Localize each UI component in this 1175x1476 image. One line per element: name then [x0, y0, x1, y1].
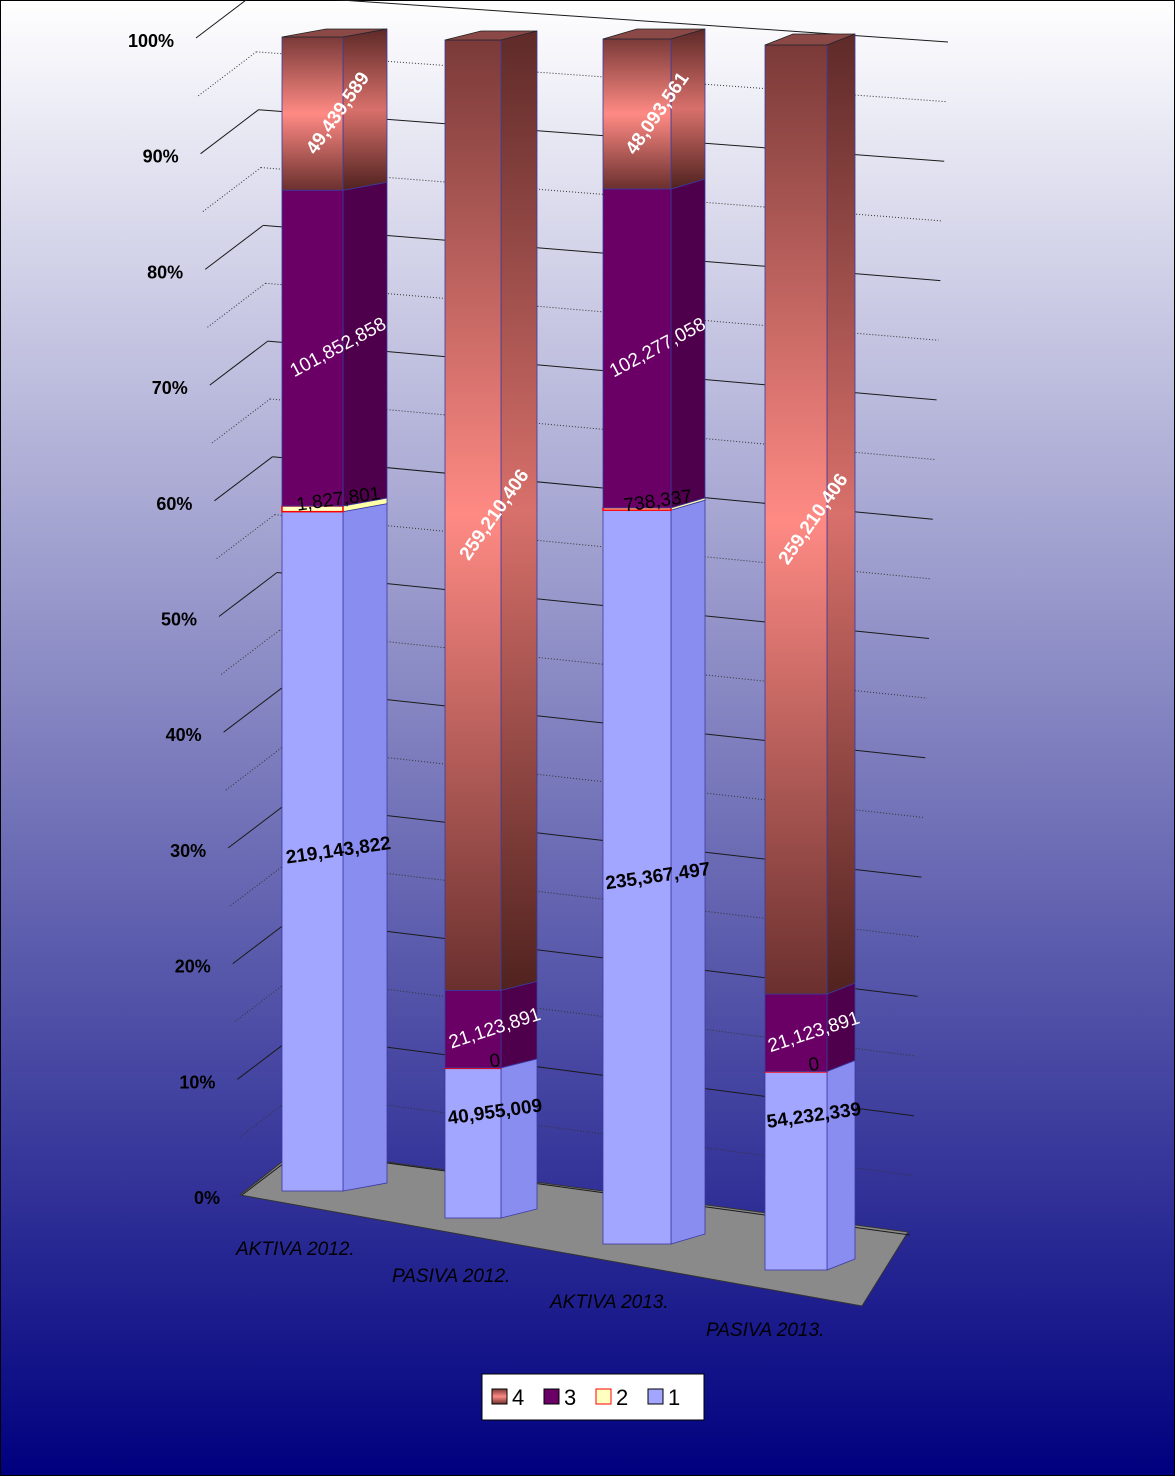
- minor-gridline-left-wall: [207, 282, 266, 328]
- bar-segment-side: [500, 1058, 538, 1219]
- legend-label: 4: [512, 1385, 524, 1410]
- category-label: PASIVA 2013.: [706, 1320, 824, 1341]
- gridline-left-wall: [204, 225, 264, 270]
- gridline-left-wall: [200, 109, 259, 155]
- legend-swatch: [647, 1388, 664, 1405]
- chart-floor: [238, 1149, 909, 1307]
- y-tick-label: 10%: [179, 1072, 215, 1092]
- bar-segment-top: [602, 28, 706, 40]
- bar-segment-top: [764, 33, 856, 46]
- gridline-left-wall: [223, 687, 282, 733]
- minor-gridline-left-wall: [216, 514, 276, 560]
- gridline-left-wall: [227, 803, 287, 849]
- legend-label: 3: [564, 1385, 576, 1410]
- bar-segment-front: [764, 1071, 828, 1271]
- y-tick-label: 40%: [166, 725, 202, 745]
- gridline-left-wall: [232, 919, 292, 964]
- gridline-left-wall: [218, 572, 278, 617]
- bar-segment-front: [444, 39, 502, 991]
- bar-segment-side: [826, 33, 856, 995]
- category-label: AKTIVA 2012.: [235, 1239, 355, 1260]
- bar-segment-top: [444, 30, 538, 41]
- gridline-left-wall: [209, 340, 269, 386]
- bar-segment-front: [764, 44, 828, 995]
- minor-gridline-left-wall: [197, 51, 257, 97]
- y-tick-label: 90%: [143, 147, 179, 167]
- minor-gridline-left-wall: [220, 629, 280, 675]
- bar-segment-front: [602, 188, 672, 509]
- minor-gridline-left-wall: [211, 398, 271, 444]
- legend: 4 3 2 1: [481, 1373, 705, 1421]
- bar-segment-front: [602, 38, 672, 190]
- legend-label: 2: [616, 1385, 628, 1410]
- floor-layer: [238, 1149, 909, 1307]
- legend-swatch: [543, 1388, 560, 1405]
- data-label: 0: [488, 1050, 501, 1072]
- category-axis-labels: AKTIVA 2012. PASIVA 2012. AKTIVA 2013. PASI…: [235, 1239, 824, 1341]
- minor-gridline-left-wall: [202, 167, 262, 212]
- category-label: AKTIVA 2013.: [549, 1292, 669, 1313]
- bar-segment-front: [281, 36, 344, 191]
- legend-swatch: [491, 1388, 508, 1405]
- legend-label: 1: [668, 1385, 680, 1410]
- legend-swatch: [595, 1388, 612, 1405]
- gridline-left-wall: [214, 456, 273, 502]
- bar-segment-front: [444, 1067, 502, 1219]
- y-axis-ticks: 0% 10% 20% 30% 40% 50% 60% 70% 80% 90% 100%: [128, 31, 220, 1208]
- bar-segment-side: [826, 1059, 856, 1271]
- legend-box: [481, 1373, 705, 1421]
- data-label: 0: [807, 1054, 820, 1076]
- bar-segment-front: [281, 189, 344, 507]
- y-tick-label: 30%: [170, 841, 206, 861]
- y-tick-label: 20%: [175, 957, 211, 977]
- y-tick-label: 80%: [147, 262, 183, 282]
- y-tick-label: 60%: [156, 494, 192, 514]
- minor-gridline-left-wall: [230, 861, 289, 907]
- bar-segment-side: [670, 28, 706, 190]
- minor-gridline-back-wall: [288, 861, 920, 938]
- y-tick-label: 70%: [152, 378, 188, 398]
- category-label: PASIVA 2012.: [392, 1266, 510, 1287]
- bar-segment-front: [281, 511, 344, 1192]
- y-tick-label: 100%: [128, 31, 174, 51]
- bar-segment-front: [764, 993, 828, 1072]
- gridline-left-wall: [195, 0, 247, 39]
- bars: [281, 28, 856, 1271]
- bar-segment-top: [281, 28, 388, 38]
- y-tick-label: 0%: [194, 1188, 220, 1208]
- y-tick-label: 50%: [161, 610, 197, 630]
- minor-gridline-left-wall: [225, 745, 285, 791]
